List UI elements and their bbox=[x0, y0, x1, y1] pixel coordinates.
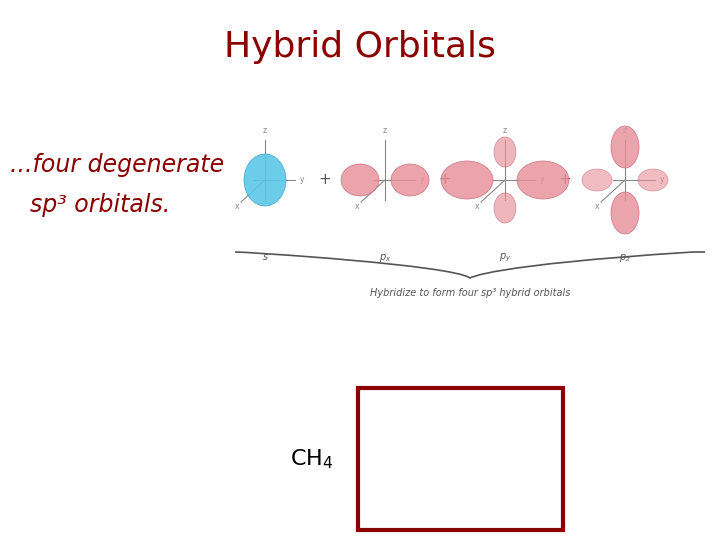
Text: Hybrid Orbitals: Hybrid Orbitals bbox=[224, 30, 496, 64]
Text: +: + bbox=[319, 172, 331, 187]
Text: y: y bbox=[420, 176, 425, 185]
Bar bbox=[358, 388, 563, 530]
Ellipse shape bbox=[611, 192, 639, 234]
Ellipse shape bbox=[341, 164, 379, 196]
Ellipse shape bbox=[244, 154, 286, 206]
Text: $p_z$: $p_z$ bbox=[619, 252, 631, 264]
Text: CH$_4$: CH$_4$ bbox=[289, 447, 333, 471]
Text: Hybridize to form four sp³ hybrid orbitals: Hybridize to form four sp³ hybrid orbita… bbox=[370, 288, 570, 298]
Ellipse shape bbox=[517, 161, 569, 199]
Text: y: y bbox=[300, 176, 305, 185]
Ellipse shape bbox=[611, 126, 639, 168]
Ellipse shape bbox=[582, 169, 612, 191]
Text: x: x bbox=[595, 202, 600, 211]
Text: $p_x$: $p_x$ bbox=[379, 252, 391, 264]
Text: x: x bbox=[355, 202, 359, 211]
Text: x: x bbox=[235, 202, 240, 211]
Text: +: + bbox=[438, 172, 451, 187]
Text: y: y bbox=[660, 176, 665, 185]
Text: z: z bbox=[383, 126, 387, 135]
Text: z: z bbox=[623, 126, 627, 135]
Text: z: z bbox=[263, 126, 267, 135]
Text: sp³ orbitals.: sp³ orbitals. bbox=[30, 193, 170, 217]
Ellipse shape bbox=[494, 193, 516, 223]
Text: ...four degenerate: ...four degenerate bbox=[10, 153, 224, 177]
Text: +: + bbox=[559, 172, 572, 187]
Ellipse shape bbox=[441, 161, 493, 199]
Text: z: z bbox=[503, 126, 507, 135]
Ellipse shape bbox=[391, 164, 429, 196]
Ellipse shape bbox=[638, 169, 668, 191]
Text: y: y bbox=[540, 176, 544, 185]
Ellipse shape bbox=[494, 137, 516, 167]
Text: $p_y$: $p_y$ bbox=[499, 252, 511, 265]
Text: $s$: $s$ bbox=[261, 252, 269, 262]
Text: x: x bbox=[475, 202, 480, 211]
